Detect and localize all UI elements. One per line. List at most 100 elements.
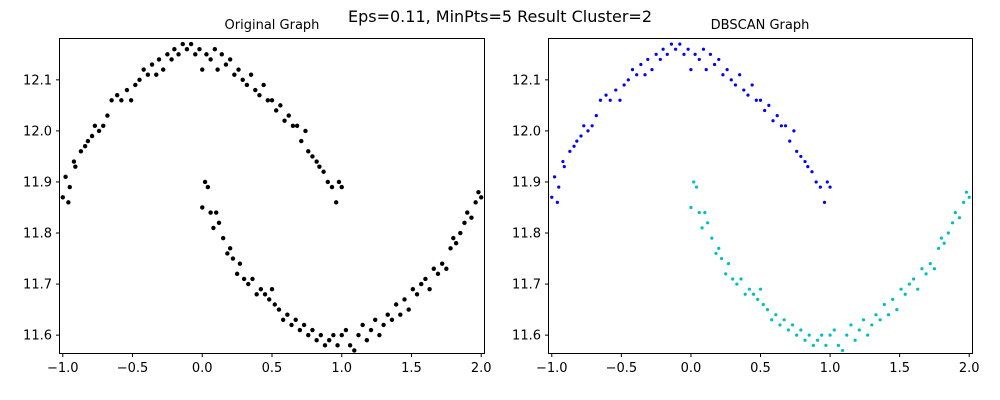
data-point	[916, 287, 920, 291]
data-point	[398, 312, 403, 317]
points-original	[60, 41, 484, 353]
data-point	[598, 98, 603, 102]
data-point	[232, 72, 237, 77]
data-point	[942, 241, 946, 245]
data-point	[114, 92, 120, 98]
data-point	[149, 62, 155, 67]
data-point	[630, 68, 635, 72]
data-point	[704, 68, 708, 72]
data-point	[693, 52, 697, 56]
data-point	[101, 123, 106, 128]
data-point	[329, 184, 335, 190]
figure-title: Eps=0.11, MinPts=5 Result Cluster=2	[348, 7, 652, 26]
data-point	[154, 72, 159, 77]
data-point	[568, 149, 572, 153]
data-point	[550, 195, 554, 199]
data-point	[682, 52, 686, 56]
data-point	[717, 57, 721, 62]
data-point	[180, 41, 185, 47]
data-point	[586, 129, 590, 133]
data-point	[439, 261, 445, 266]
data-point	[708, 52, 713, 56]
data-point	[689, 68, 693, 72]
x-tick-label: 0.0	[192, 361, 213, 376]
data-point	[706, 221, 710, 225]
data-point	[325, 179, 330, 185]
axes-frame-original	[59, 38, 485, 354]
data-point	[608, 98, 612, 102]
data-point	[731, 277, 735, 281]
data-point	[701, 47, 706, 51]
data-point	[269, 98, 275, 103]
data-point	[803, 159, 807, 164]
data-point	[335, 343, 340, 348]
data-point	[950, 221, 955, 225]
data-point	[303, 128, 308, 134]
data-point	[236, 67, 241, 72]
data-point	[771, 119, 775, 123]
data-point	[211, 225, 216, 231]
data-point	[230, 256, 236, 261]
data-point	[145, 72, 151, 77]
data-point	[729, 78, 733, 82]
y-tick-label: 11.7	[512, 278, 541, 293]
data-point	[779, 124, 783, 128]
data-point	[953, 210, 957, 215]
data-point	[73, 164, 78, 169]
data-point	[216, 220, 222, 225]
data-point	[227, 57, 233, 62]
data-point	[451, 235, 456, 241]
data-point	[891, 297, 895, 301]
data-point	[754, 98, 758, 102]
data-point	[257, 92, 262, 98]
data-point	[469, 215, 474, 220]
data-point	[770, 318, 774, 322]
data-point	[579, 134, 583, 138]
data-point	[739, 277, 743, 281]
data-point	[254, 292, 259, 297]
data-point	[783, 124, 788, 128]
data-point	[946, 231, 950, 235]
data-point	[92, 123, 98, 128]
data-point	[448, 246, 453, 251]
y-tick-label: 12.1	[23, 73, 52, 88]
data-point	[223, 62, 229, 67]
data-point	[686, 47, 690, 51]
data-point	[96, 128, 102, 134]
data-point	[694, 185, 699, 189]
data-point	[717, 246, 721, 250]
data-point	[141, 67, 146, 72]
data-point	[818, 185, 822, 189]
data-point	[137, 77, 142, 83]
data-point	[339, 184, 344, 190]
data-point	[903, 292, 907, 296]
data-point	[385, 312, 390, 317]
data-point	[246, 281, 251, 287]
data-point	[265, 98, 271, 103]
x-tick-label: 0.5	[262, 361, 283, 376]
data-point	[241, 276, 247, 282]
data-point	[849, 323, 853, 327]
data-point	[703, 210, 707, 215]
data-point	[476, 189, 481, 195]
data-point	[214, 210, 219, 215]
data-point	[253, 87, 258, 93]
data-point	[899, 287, 903, 291]
data-point	[841, 348, 845, 353]
data-point	[788, 139, 792, 143]
data-point	[939, 236, 943, 240]
data-point	[310, 327, 315, 333]
points-dbscan	[550, 42, 971, 353]
data-point	[815, 338, 820, 342]
data-point	[635, 73, 639, 77]
axes-frame-dbscan	[548, 38, 973, 354]
data-point	[562, 165, 566, 169]
subplot-dbscan: DBSCAN Graph −1.0 −0.5 0.0 0.5 1.0 1.5 2.0 11.6…	[512, 18, 980, 376]
data-point	[188, 41, 194, 47]
data-point	[208, 57, 213, 62]
data-point	[692, 180, 696, 184]
data-point	[356, 332, 361, 338]
data-point	[156, 57, 162, 62]
y-tick-label: 12.0	[512, 124, 541, 139]
x-tick-label: 0.5	[750, 361, 771, 376]
